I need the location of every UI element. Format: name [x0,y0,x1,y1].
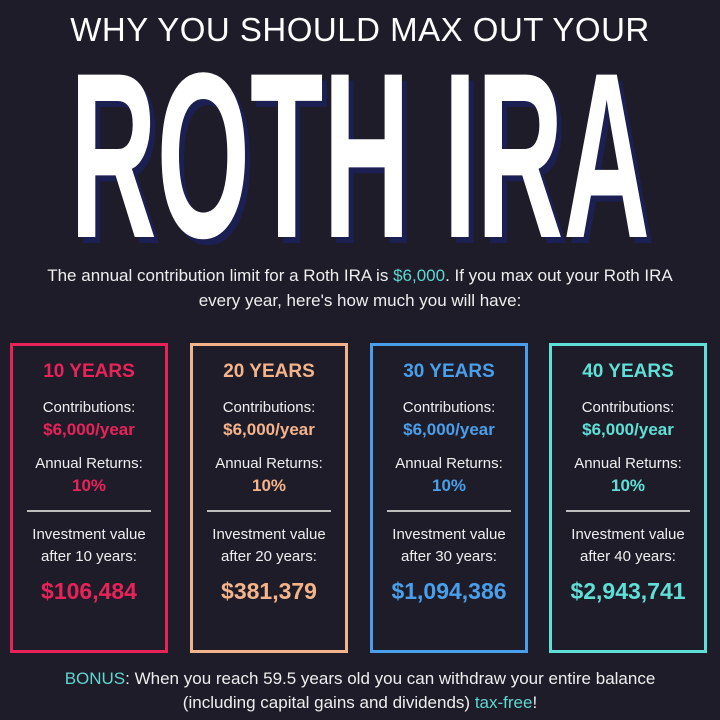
divider [27,510,151,512]
contributions-value: $6,000/year [43,420,135,439]
divider [387,510,511,512]
returns-label: Annual Returns: [395,455,503,472]
after-years-label: after 30 years: [401,548,497,565]
investment-label: Investment value [32,526,146,543]
bonus-label: BONUS [64,669,126,688]
contributions-label: Contributions: [402,399,496,416]
intro-highlight: $6,000 [393,266,446,285]
card-title: 30 YEARS [403,361,495,382]
card-10-years: 10 YEARS Contributions: $6,000/year Annu… [10,343,168,653]
card-20-years: 20 YEARS Contributions: $6,000/year Annu… [190,343,348,653]
returns-label: Annual Returns: [35,455,143,472]
bonus-text: BONUS: When you reach 59.5 years old you… [0,667,720,715]
investment-amount: $1,094,386 [391,578,507,604]
divider [566,510,690,512]
card-title: 40 YEARS [582,361,674,382]
contributions-value: $6,000/year [403,420,495,439]
title-wrap: ROTH IRA [70,48,650,248]
contributions-value: $6,000/year [223,420,315,439]
returns-value: 10% [610,476,646,495]
returns-label: Annual Returns: [215,455,323,472]
investment-label: Investment value [392,526,506,543]
investment-amount: $106,484 [41,578,137,604]
contributions-value: $6,000/year [582,420,674,439]
investment-amount: $2,943,741 [570,578,686,604]
investment-amount: $381,379 [221,578,317,604]
intro-before: The annual contribution limit for a Roth… [47,266,394,285]
card-40-years: 40 YEARS Contributions: $6,000/year Annu… [549,343,707,653]
card-30-years: 30 YEARS Contributions: $6,000/year Annu… [370,343,528,653]
after-years-label: after 20 years: [221,548,317,565]
investment-label: Investment value [212,526,326,543]
contributions-label: Contributions: [222,399,316,416]
card-title: 20 YEARS [223,361,315,382]
returns-label: Annual Returns: [574,455,682,472]
bonus-highlight: tax-free [474,693,533,712]
contributions-label: Contributions: [42,399,136,416]
intro-after: . If you max out your Roth IRA every yea… [198,266,673,310]
bonus-end: ! [532,693,538,712]
subtitle: WHY YOU SHOULD MAX OUT YOUR [70,11,650,48]
bonus-body: : When you reach 59.5 years old you can … [125,669,656,712]
page-title: ROTH IRA [70,48,650,248]
after-years-label: after 40 years: [580,548,676,565]
returns-value: 10% [251,476,287,495]
divider [207,510,331,512]
after-years-label: after 10 years: [41,548,137,565]
intro-text: The annual contribution limit for a Roth… [0,263,720,313]
returns-value: 10% [431,476,467,495]
returns-value: 10% [71,476,107,495]
investment-label: Investment value [571,526,685,543]
contributions-label: Contributions: [581,399,675,416]
card-title: 10 YEARS [43,361,135,382]
